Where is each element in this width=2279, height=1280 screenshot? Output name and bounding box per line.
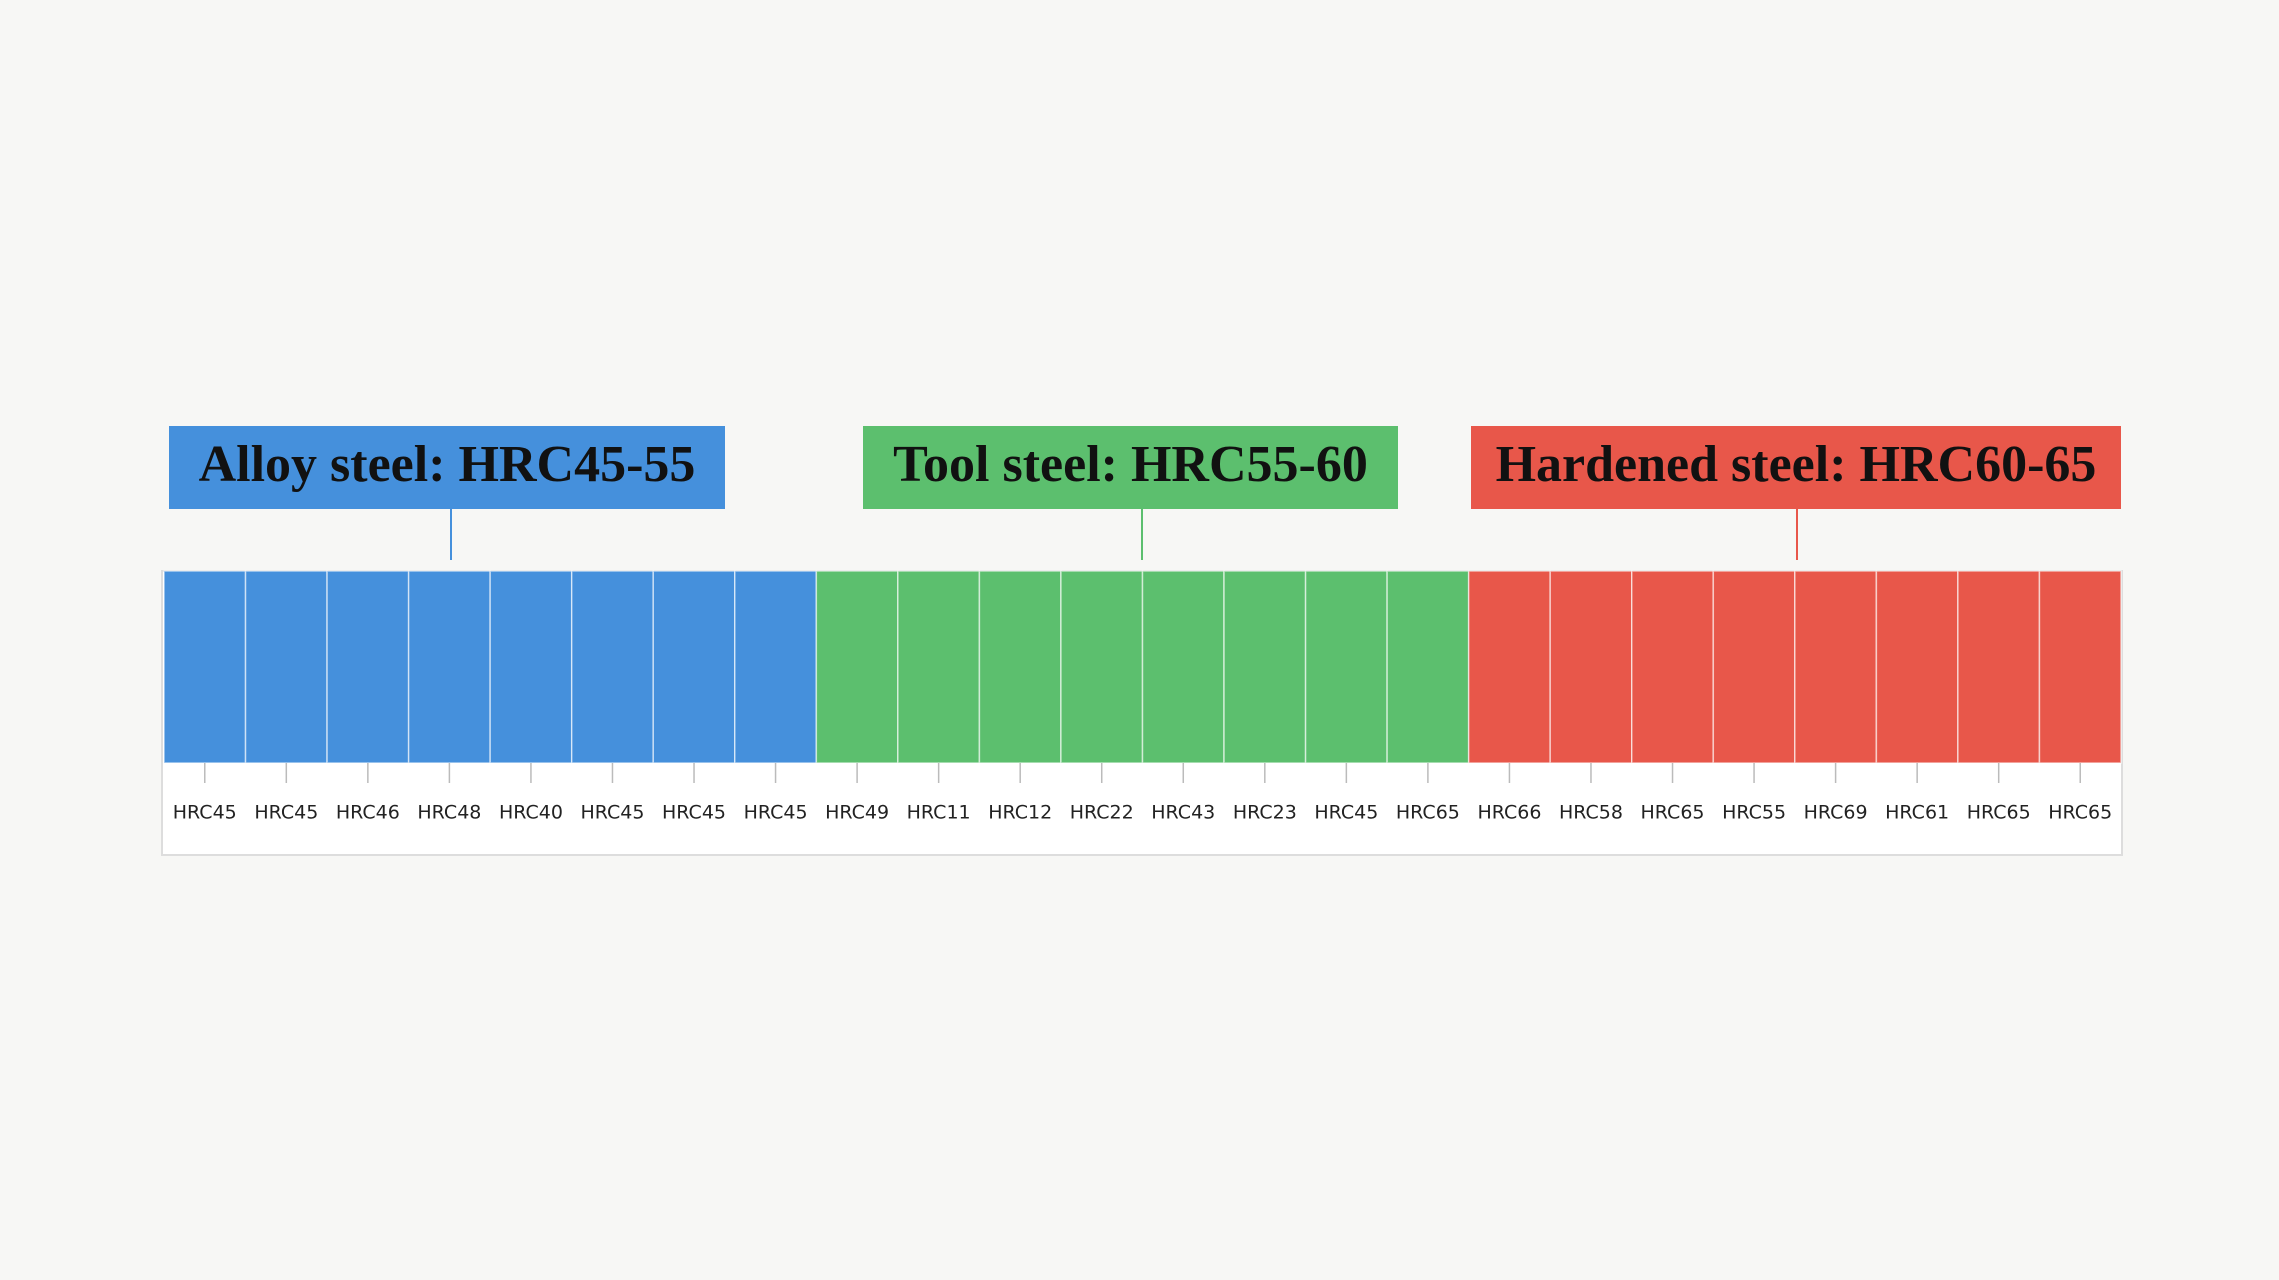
cell	[570, 570, 654, 764]
cell	[1467, 570, 1551, 764]
cell	[326, 570, 410, 764]
cell-label: HRC45	[744, 802, 808, 824]
cell	[1631, 570, 1715, 764]
cell-label: HRC43	[1151, 802, 1215, 824]
cell-label: HRC11	[907, 802, 971, 824]
cell	[1875, 570, 1959, 764]
cell	[734, 570, 818, 764]
group-title: Alloy steel: HRC45-55	[199, 436, 696, 493]
cell	[652, 570, 736, 764]
cell-label: HRC45	[173, 802, 237, 824]
cell	[1060, 570, 1144, 764]
cell-label: HRC45	[1314, 802, 1378, 824]
cell	[897, 570, 981, 764]
cell-label: HRC22	[1070, 802, 1134, 824]
cell	[1141, 570, 1225, 764]
cell-label: HRC45	[254, 802, 318, 824]
cell	[163, 570, 247, 764]
cell-label: HRC61	[1885, 802, 1949, 824]
group-title: Hardened steel: HRC60-65	[1496, 436, 2097, 493]
cell-label: HRC45	[662, 802, 726, 824]
cell	[407, 570, 491, 764]
cell	[244, 570, 328, 764]
cell	[1223, 570, 1307, 764]
cell	[978, 570, 1062, 764]
cell-label: HRC45	[580, 802, 644, 824]
cell-label: HRC65	[1641, 802, 1705, 824]
cell	[1304, 570, 1388, 764]
cell	[2038, 570, 2122, 764]
cell-label: HRC46	[336, 802, 400, 824]
cell-label: HRC58	[1559, 802, 1623, 824]
cell-label: HRC49	[825, 802, 889, 824]
cell-label: HRC65	[2048, 802, 2112, 824]
group-label-box	[863, 426, 1398, 509]
cell-label: HRC65	[1396, 802, 1460, 824]
cell-label: HRC65	[1967, 802, 2031, 824]
cell-label: HRC48	[417, 802, 481, 824]
cell-label: HRC40	[499, 802, 563, 824]
cell	[1712, 570, 1796, 764]
cell-label: HRC23	[1233, 802, 1297, 824]
cell-label: HRC12	[988, 802, 1052, 824]
group-title: Tool steel: HRC55-60	[893, 436, 1368, 493]
cell-label: HRC66	[1477, 802, 1541, 824]
cell	[1957, 570, 2041, 764]
cell-label: HRC55	[1722, 802, 1786, 824]
group-label-box	[169, 426, 725, 509]
cell	[1794, 570, 1878, 764]
cell	[1549, 570, 1633, 764]
cell	[815, 570, 899, 764]
cell	[1386, 570, 1470, 764]
cell	[489, 570, 573, 764]
group-label-box	[1471, 426, 2121, 509]
cell-label: HRC69	[1804, 802, 1868, 824]
